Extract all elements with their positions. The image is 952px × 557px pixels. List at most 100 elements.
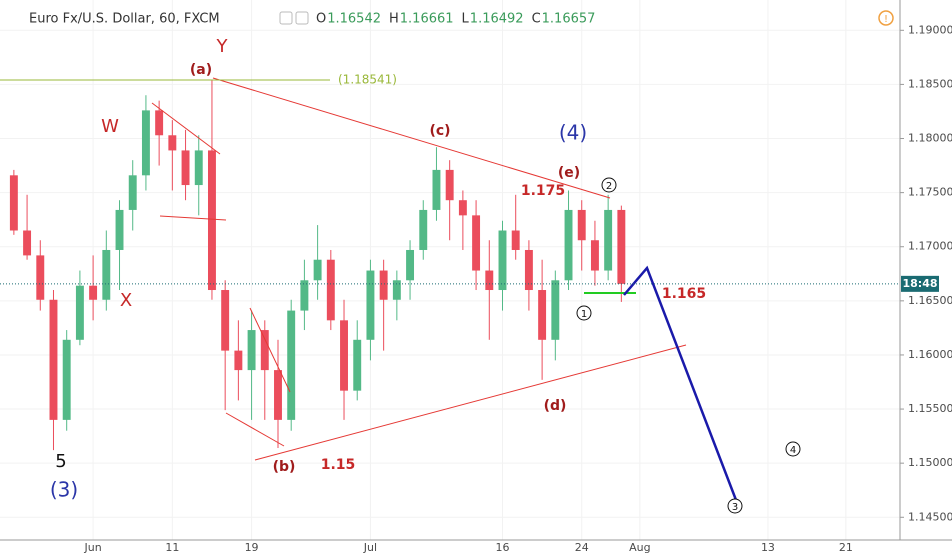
candle-body (577, 209, 586, 241)
y-tick-label: 1.18000 (908, 132, 952, 145)
candle-body (406, 249, 415, 281)
candle-body (89, 285, 98, 300)
wave-label: (c) (429, 123, 450, 139)
wave-number: 1 (581, 309, 587, 320)
candle-body (75, 285, 84, 340)
candle-body (366, 270, 375, 340)
last-price-tag (901, 275, 939, 292)
candle-body (102, 249, 111, 300)
candle-body (432, 169, 441, 210)
wave-label: 1.15 (321, 457, 356, 473)
y-tick-label: 1.17000 (908, 240, 952, 253)
x-tick-label: 11 (165, 541, 179, 554)
projection-path (623, 265, 738, 501)
candle-body (207, 150, 216, 291)
candle-body (485, 270, 494, 291)
trendline (225, 412, 285, 447)
wave-label: (4) (559, 121, 587, 145)
ohlc-key: O (316, 12, 326, 27)
candle-body (274, 370, 282, 420)
wave-label: (d) (544, 398, 567, 414)
wave-label: 5 (55, 451, 66, 472)
candle-body (458, 200, 467, 216)
candle-body (115, 209, 124, 250)
candle-body (419, 209, 428, 250)
candle-body (194, 150, 203, 186)
wave-circle (601, 177, 617, 193)
header: Euro Fx/U.S. Dollar, 60, FXCM ! O 1.16542… (29, 10, 894, 27)
wave-label: X (120, 290, 132, 311)
y-tick-label: 1.18500 (908, 77, 952, 90)
wave-label: (a) (190, 62, 212, 78)
last-price-label: 18:48 (902, 277, 937, 290)
candle-body (472, 215, 481, 271)
ohlc-value: 1.16661 (400, 12, 454, 27)
candle-body (353, 339, 362, 391)
trendline (212, 77, 611, 199)
wave-number: 4 (790, 445, 796, 456)
wave-circle (727, 498, 743, 514)
wave-label: W (101, 116, 119, 137)
candle-body (300, 280, 309, 311)
trendline (151, 102, 221, 155)
x-tick-label: Jun (84, 541, 102, 554)
y-tick-label: 1.15500 (908, 402, 952, 415)
y-tick-label: 1.17500 (908, 186, 952, 199)
candle-body (326, 259, 335, 321)
trendline (159, 215, 227, 221)
candle-body (392, 280, 401, 300)
trendline (254, 344, 687, 461)
ohlc-key: H (389, 12, 399, 27)
candle-body (9, 175, 18, 231)
header-icon[interactable] (295, 11, 309, 25)
y-tick-label: 1.15000 (908, 456, 952, 469)
candle-body (551, 280, 560, 340)
x-tick-label: Aug (629, 541, 650, 554)
axes: 1.14500 1.15000 1.15500 1.16000 1.16500 1.170… (84, 23, 952, 554)
candle-body (313, 259, 322, 281)
candle-body (287, 310, 296, 420)
ohlc-value: 1.16492 (470, 12, 524, 27)
wave-label: (b) (273, 459, 296, 475)
drawings (151, 77, 738, 501)
candle-body (128, 175, 137, 210)
candle-body (36, 255, 45, 300)
candle-body (538, 290, 547, 340)
y-tick-label: 1.14500 (908, 510, 952, 523)
ohlc-value: 1.16542 (327, 12, 381, 27)
candle-body (23, 230, 32, 256)
candles (9, 80, 626, 451)
wave-label: (e) (558, 165, 580, 181)
wave-label: 1.165 (662, 286, 706, 302)
candle-body (498, 230, 507, 291)
wave-circle (576, 305, 592, 321)
candle-body (247, 330, 256, 371)
candle-body (234, 350, 243, 371)
wave-circle (785, 441, 801, 457)
candle-body (445, 169, 454, 201)
x-tick-label: 13 (761, 541, 775, 554)
candle-body (590, 240, 599, 271)
candle-body (168, 135, 177, 151)
candle-body (340, 320, 348, 391)
level-label: (1.18541) (338, 72, 397, 86)
ohlc-key: C (532, 12, 541, 27)
candle-body (604, 209, 613, 271)
candle-body (181, 150, 190, 186)
annotations: Y W X (a) (b) (c) (d) (e) (4) (3) 5 1.175 1.15 1.165 1… (50, 36, 801, 514)
y-tick-label: 1.16500 (908, 294, 952, 307)
alert-icon[interactable] (878, 10, 894, 26)
ohlc-key: L (462, 12, 470, 27)
y-tick-label: 1.16000 (908, 348, 952, 361)
wave-number: 3 (732, 502, 738, 513)
wave-label: Y (216, 36, 229, 57)
candle-body (49, 299, 58, 420)
symbol-title: Euro Fx/U.S. Dollar, 60, FXCM (29, 12, 220, 27)
header-icon[interactable] (279, 11, 293, 25)
wave-number: 2 (606, 181, 612, 192)
x-tick-label: 19 (245, 541, 259, 554)
candle-body (511, 230, 520, 250)
x-tick-label: 21 (839, 541, 853, 554)
candle-body (155, 110, 164, 136)
